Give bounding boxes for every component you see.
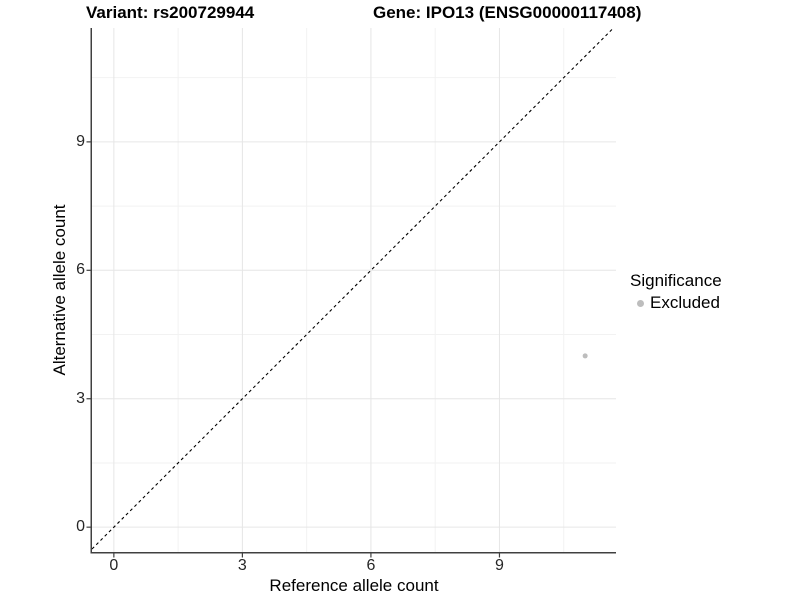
- data-point: [582, 353, 588, 359]
- y-tick-label: 6: [76, 261, 85, 279]
- plot-title-gene: Gene: IPO13 (ENSG00000117408): [373, 3, 642, 22]
- legend-title: Significance: [630, 271, 722, 290]
- x-axis-title: Reference allele count: [269, 576, 439, 595]
- x-tick-label: 0: [109, 557, 119, 574]
- y-tick-label: 0: [76, 518, 85, 536]
- identity-line: [91, 27, 614, 550]
- y-tick-label: 3: [76, 389, 85, 407]
- excluded-point-icon: [637, 299, 644, 307]
- legend-item-label: Excluded: [650, 293, 720, 312]
- x-tick-label: 6: [366, 557, 376, 574]
- legend-item-excluded: Excluded: [630, 293, 722, 313]
- x-tick-label: 9: [495, 557, 504, 574]
- y-tick-label: 9: [76, 132, 85, 150]
- plot-title-variant: Variant: rs200729944: [86, 3, 255, 22]
- legend: Significance Excluded: [630, 271, 722, 313]
- y-axis-title: Alternative allele count: [50, 204, 69, 376]
- x-tick-label: 3: [237, 557, 247, 574]
